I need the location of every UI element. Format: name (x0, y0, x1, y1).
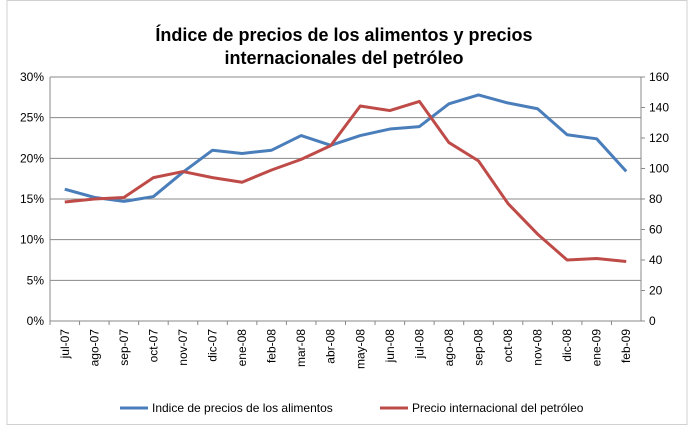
x-tick-label: sep-08 (471, 329, 485, 366)
x-tick-label: feb-08 (265, 329, 279, 363)
series-line (64, 99, 627, 264)
x-tick-label: ene-09 (590, 329, 604, 367)
y2-tick-label: 40 (649, 253, 663, 267)
x-tick-label: mar-08 (294, 329, 308, 367)
x-tick-label: oct-08 (501, 329, 515, 363)
y-tick-label: 10% (20, 233, 44, 247)
x-tick-label: ago-07 (87, 329, 101, 367)
y2-tick-label: 100 (649, 162, 669, 176)
y2-tick-label: 80 (649, 192, 663, 206)
x-tick-label: abr-08 (324, 329, 338, 364)
y2-tick-label: 160 (649, 70, 669, 84)
legend-label: Indice de precios de los alimentos (152, 401, 333, 415)
x-tick-label: nov-07 (176, 329, 190, 366)
x-tick-label: jul-07 (58, 329, 72, 360)
y-tick-label: 25% (20, 111, 44, 125)
y-tick-label: 0% (27, 314, 45, 328)
series-line (64, 93, 628, 203)
x-tick-label: ene-08 (235, 329, 249, 367)
legend-label: Precio internacional del petróleo (412, 401, 584, 415)
x-tick-label: feb-09 (619, 329, 633, 363)
x-tick-label: dic-08 (560, 329, 574, 362)
y-tick-label: 5% (27, 273, 45, 287)
chart-title: Índice de precios de los alimentos y pre… (155, 25, 533, 68)
x-tick-label: jul-08 (412, 329, 426, 360)
x-tick-label: sep-07 (117, 329, 131, 366)
y2-tick-label: 0 (649, 314, 656, 328)
y2-tick-label: 140 (649, 101, 669, 115)
x-tick-label: ago-08 (442, 329, 456, 367)
x-tick-label: jun-08 (383, 329, 397, 364)
x-tick-label: nov-08 (531, 329, 545, 366)
x-tick-label: dic-07 (206, 329, 220, 362)
y2-tick-label: 60 (649, 223, 663, 237)
y-tick-label: 20% (20, 151, 44, 165)
y-tick-label: 30% (20, 70, 44, 84)
x-tick-label: may-08 (353, 329, 367, 369)
y2-tick-label: 120 (649, 131, 669, 145)
y2-tick-label: 20 (649, 284, 663, 298)
x-tick-label: oct-07 (146, 329, 160, 363)
y-tick-label: 15% (20, 192, 44, 206)
